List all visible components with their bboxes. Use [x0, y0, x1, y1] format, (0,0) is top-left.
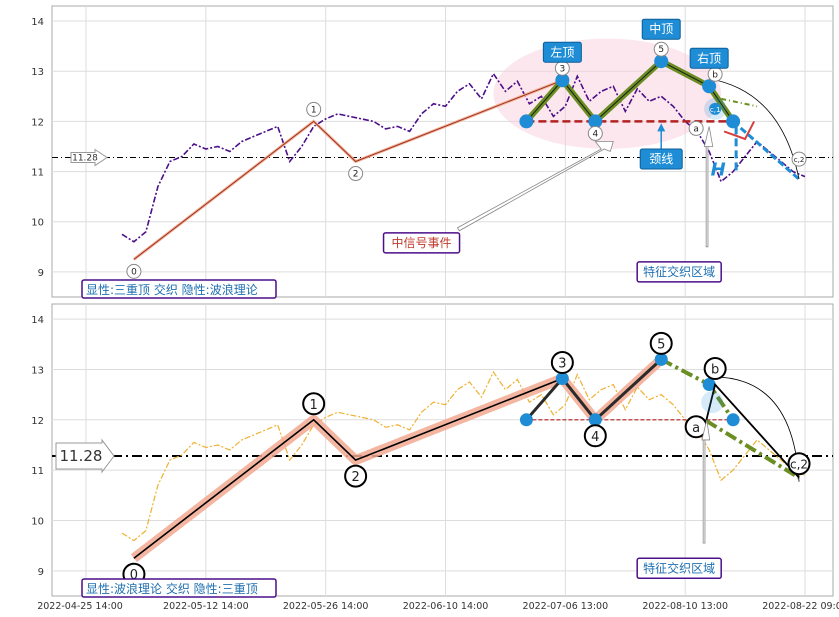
wave-point-label: 5: [657, 337, 665, 352]
wave-point-label: c,2: [794, 156, 805, 164]
wave-point-label: 3: [558, 357, 566, 372]
right-top-label: 右顶: [697, 50, 721, 65]
neckline-value-label: 11.28: [60, 447, 103, 465]
pattern-point: [519, 114, 533, 128]
y-tick-label: 11: [31, 168, 44, 179]
legend-label: 显性:波浪理论 交织 隐性:三重顶: [86, 581, 258, 596]
zone-label: 特征交织区域: [643, 560, 715, 575]
legend-label: 显性:三重顶 交织 隐性:波浪理论: [86, 282, 258, 297]
wave-point-label: b: [712, 70, 718, 80]
zone-label: 特征交织区域: [643, 264, 715, 279]
y-tick-label: 12: [31, 416, 44, 427]
y-tick-label: 10: [31, 218, 44, 229]
wave-point-label: 5: [658, 45, 664, 55]
x-tick-label: 2022-08-22 09:00: [762, 601, 839, 612]
wave-point-label: c,2: [790, 458, 808, 472]
top-panel: 9101112131411.28Hc,1012345abc,2左顶中顶右顶颈线中…: [31, 6, 833, 298]
y-tick-label: 13: [31, 67, 44, 78]
wave-point-label: 2: [353, 170, 359, 180]
c1-label: c,1: [710, 106, 721, 114]
plot-area: [52, 304, 833, 596]
wave-point-label: 3: [559, 64, 565, 74]
wave-point-label: 0: [131, 267, 137, 277]
wave-point-label: 4: [591, 430, 599, 445]
left-top-label: 左顶: [550, 44, 574, 59]
wave-point-label: b: [711, 363, 719, 378]
wave-point-label: a: [692, 421, 700, 436]
mid-top-label: 中顶: [649, 21, 673, 36]
y-tick-label: 10: [31, 516, 44, 527]
x-axis: 2022-04-25 14:00 2022-05-12 14:00 2022-05-…: [37, 601, 839, 612]
pattern-point: [520, 413, 533, 426]
x-tick-label: 2022-06-10 14:00: [403, 601, 489, 612]
wave-point-label: 2: [351, 470, 359, 485]
y-tick-label: 9: [38, 567, 44, 578]
x-tick-label: 2022-04-25 14:00: [37, 601, 123, 612]
neck-label: 颈线: [649, 152, 673, 166]
x-tick-label: 2022-05-12 14:00: [163, 601, 249, 612]
b-halo: [701, 391, 723, 413]
h-label: H: [711, 160, 726, 181]
neckline-value-label: 11.28: [72, 154, 98, 164]
y-tick-label: 14: [31, 315, 44, 326]
y-tick-label: 12: [31, 117, 44, 128]
x-tick-label: 2022-07-06 13:00: [523, 601, 609, 612]
wave-point-label: 4: [592, 129, 598, 139]
y-tick-label: 14: [31, 17, 44, 28]
wave-point-label: 1: [311, 105, 317, 115]
bottom-panel: 9101112131411.28012345abc,2特征交织区域显性:波浪理论…: [31, 304, 833, 597]
x-tick-label: 2022-05-26 14:00: [283, 601, 369, 612]
y-tick-label: 13: [31, 365, 44, 376]
wave-point-label: 1: [310, 398, 318, 413]
wave-point-label: a: [693, 124, 699, 134]
y-tick-label: 11: [31, 466, 44, 477]
pattern-point: [727, 413, 740, 426]
x-tick-label: 2022-08-10 13:00: [642, 601, 728, 612]
y-tick-label: 9: [38, 268, 44, 279]
mid-signal-label: 中信号事件: [392, 235, 452, 250]
